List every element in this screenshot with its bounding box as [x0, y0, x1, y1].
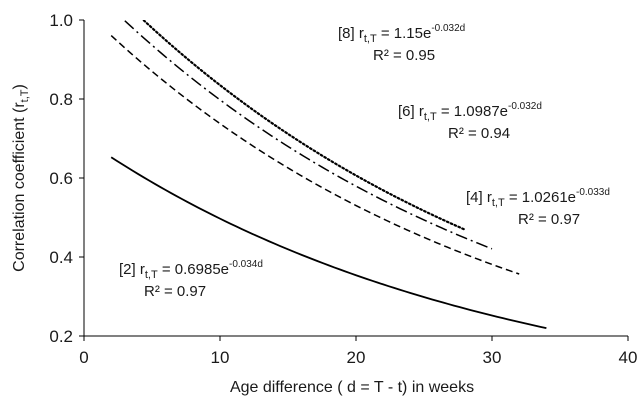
- y-tick-label-2: 0.6: [49, 169, 73, 188]
- equation-series-2: [2] rt,T = 0.6985e-0.034d: [119, 259, 263, 281]
- x-axis-title: Age difference ( d = T - t) in weeks: [230, 379, 474, 396]
- annotation-series-6: [6] rt,T = 1.0987e-0.032d R² = 0.94: [398, 101, 542, 142]
- y-axis-title: Correlation coefficient (rt,T): [11, 84, 31, 272]
- equation-series-2-sup: -0.034d: [229, 259, 263, 270]
- equation-series-4-sup: -0.033d: [576, 187, 610, 198]
- y-tick-label-3: 0.8: [49, 90, 73, 109]
- equation-series-4-mid: = 1.0261e: [505, 189, 576, 206]
- x-tick-label-1: 10: [211, 348, 230, 367]
- x-tick-label-4: 40: [619, 348, 638, 367]
- equation-series-8-mid: = 1.15e: [377, 25, 432, 42]
- equation-series-4-sub: t,T: [492, 197, 505, 209]
- tick-labels: 0 10 20 30 40 0.2 0.4 0.6 0.8 1.0: [49, 11, 637, 367]
- equation-series-2-sub: t,T: [145, 269, 158, 281]
- annotation-series-2: [2] rt,T = 0.6985e-0.034d R² = 0.97: [119, 259, 263, 300]
- y-axis-title-sub: t,T: [19, 89, 31, 102]
- equation-series-8-sub: t,T: [364, 33, 377, 45]
- equation-series-4: [4] rt,T = 1.0261e-0.033d: [466, 187, 610, 209]
- equation-series-2-prefix: [2] r: [119, 261, 145, 278]
- equation-series-8-sup: -0.032d: [431, 23, 465, 34]
- equation-series-6-prefix: [6] r: [398, 103, 424, 120]
- x-tick-label-3: 30: [483, 348, 502, 367]
- y-axis-title-end: ): [11, 84, 28, 89]
- annotation-series-4: [4] rt,T = 1.0261e-0.033d R² = 0.97: [466, 187, 610, 228]
- series-lines: [110, 20, 547, 330]
- r2-series-8: R² = 0.95: [373, 47, 435, 64]
- y-tick-label-0: 0.2: [49, 327, 73, 346]
- r2-series-2: R² = 0.97: [144, 283, 206, 300]
- equation-series-6: [6] rt,T = 1.0987e-0.032d: [398, 101, 542, 123]
- x-tick-label-2: 20: [347, 348, 366, 367]
- equation-series-6-sup: -0.032d: [508, 101, 542, 112]
- y-tick-label-4: 1.0: [49, 11, 73, 30]
- r2-series-4: R² = 0.97: [518, 211, 580, 228]
- series-line-6: [124, 20, 493, 250]
- r2-series-6: R² = 0.94: [448, 125, 510, 142]
- annotation-series-8: [8] rt,T = 1.15e-0.032d R² = 0.95: [338, 23, 465, 64]
- equation-series-8: [8] rt,T = 1.15e-0.032d: [338, 23, 465, 45]
- equation-series-4-prefix: [4] r: [466, 189, 492, 206]
- series-line-2: [110, 156, 547, 330]
- equation-series-8-prefix: [8] r: [338, 25, 364, 42]
- ticks: [79, 19, 629, 341]
- equation-series-6-mid: = 1.0987e: [437, 103, 508, 120]
- y-tick-label-1: 0.4: [49, 248, 73, 267]
- equation-series-2-mid: = 0.6985e: [158, 261, 229, 278]
- x-tick-label-0: 0: [79, 348, 88, 367]
- equation-series-6-sub: t,T: [424, 111, 437, 123]
- series-line-8: [142, 20, 466, 231]
- series-line-4: [110, 35, 520, 275]
- y-axis-title-main: Correlation coefficient (r: [11, 102, 28, 272]
